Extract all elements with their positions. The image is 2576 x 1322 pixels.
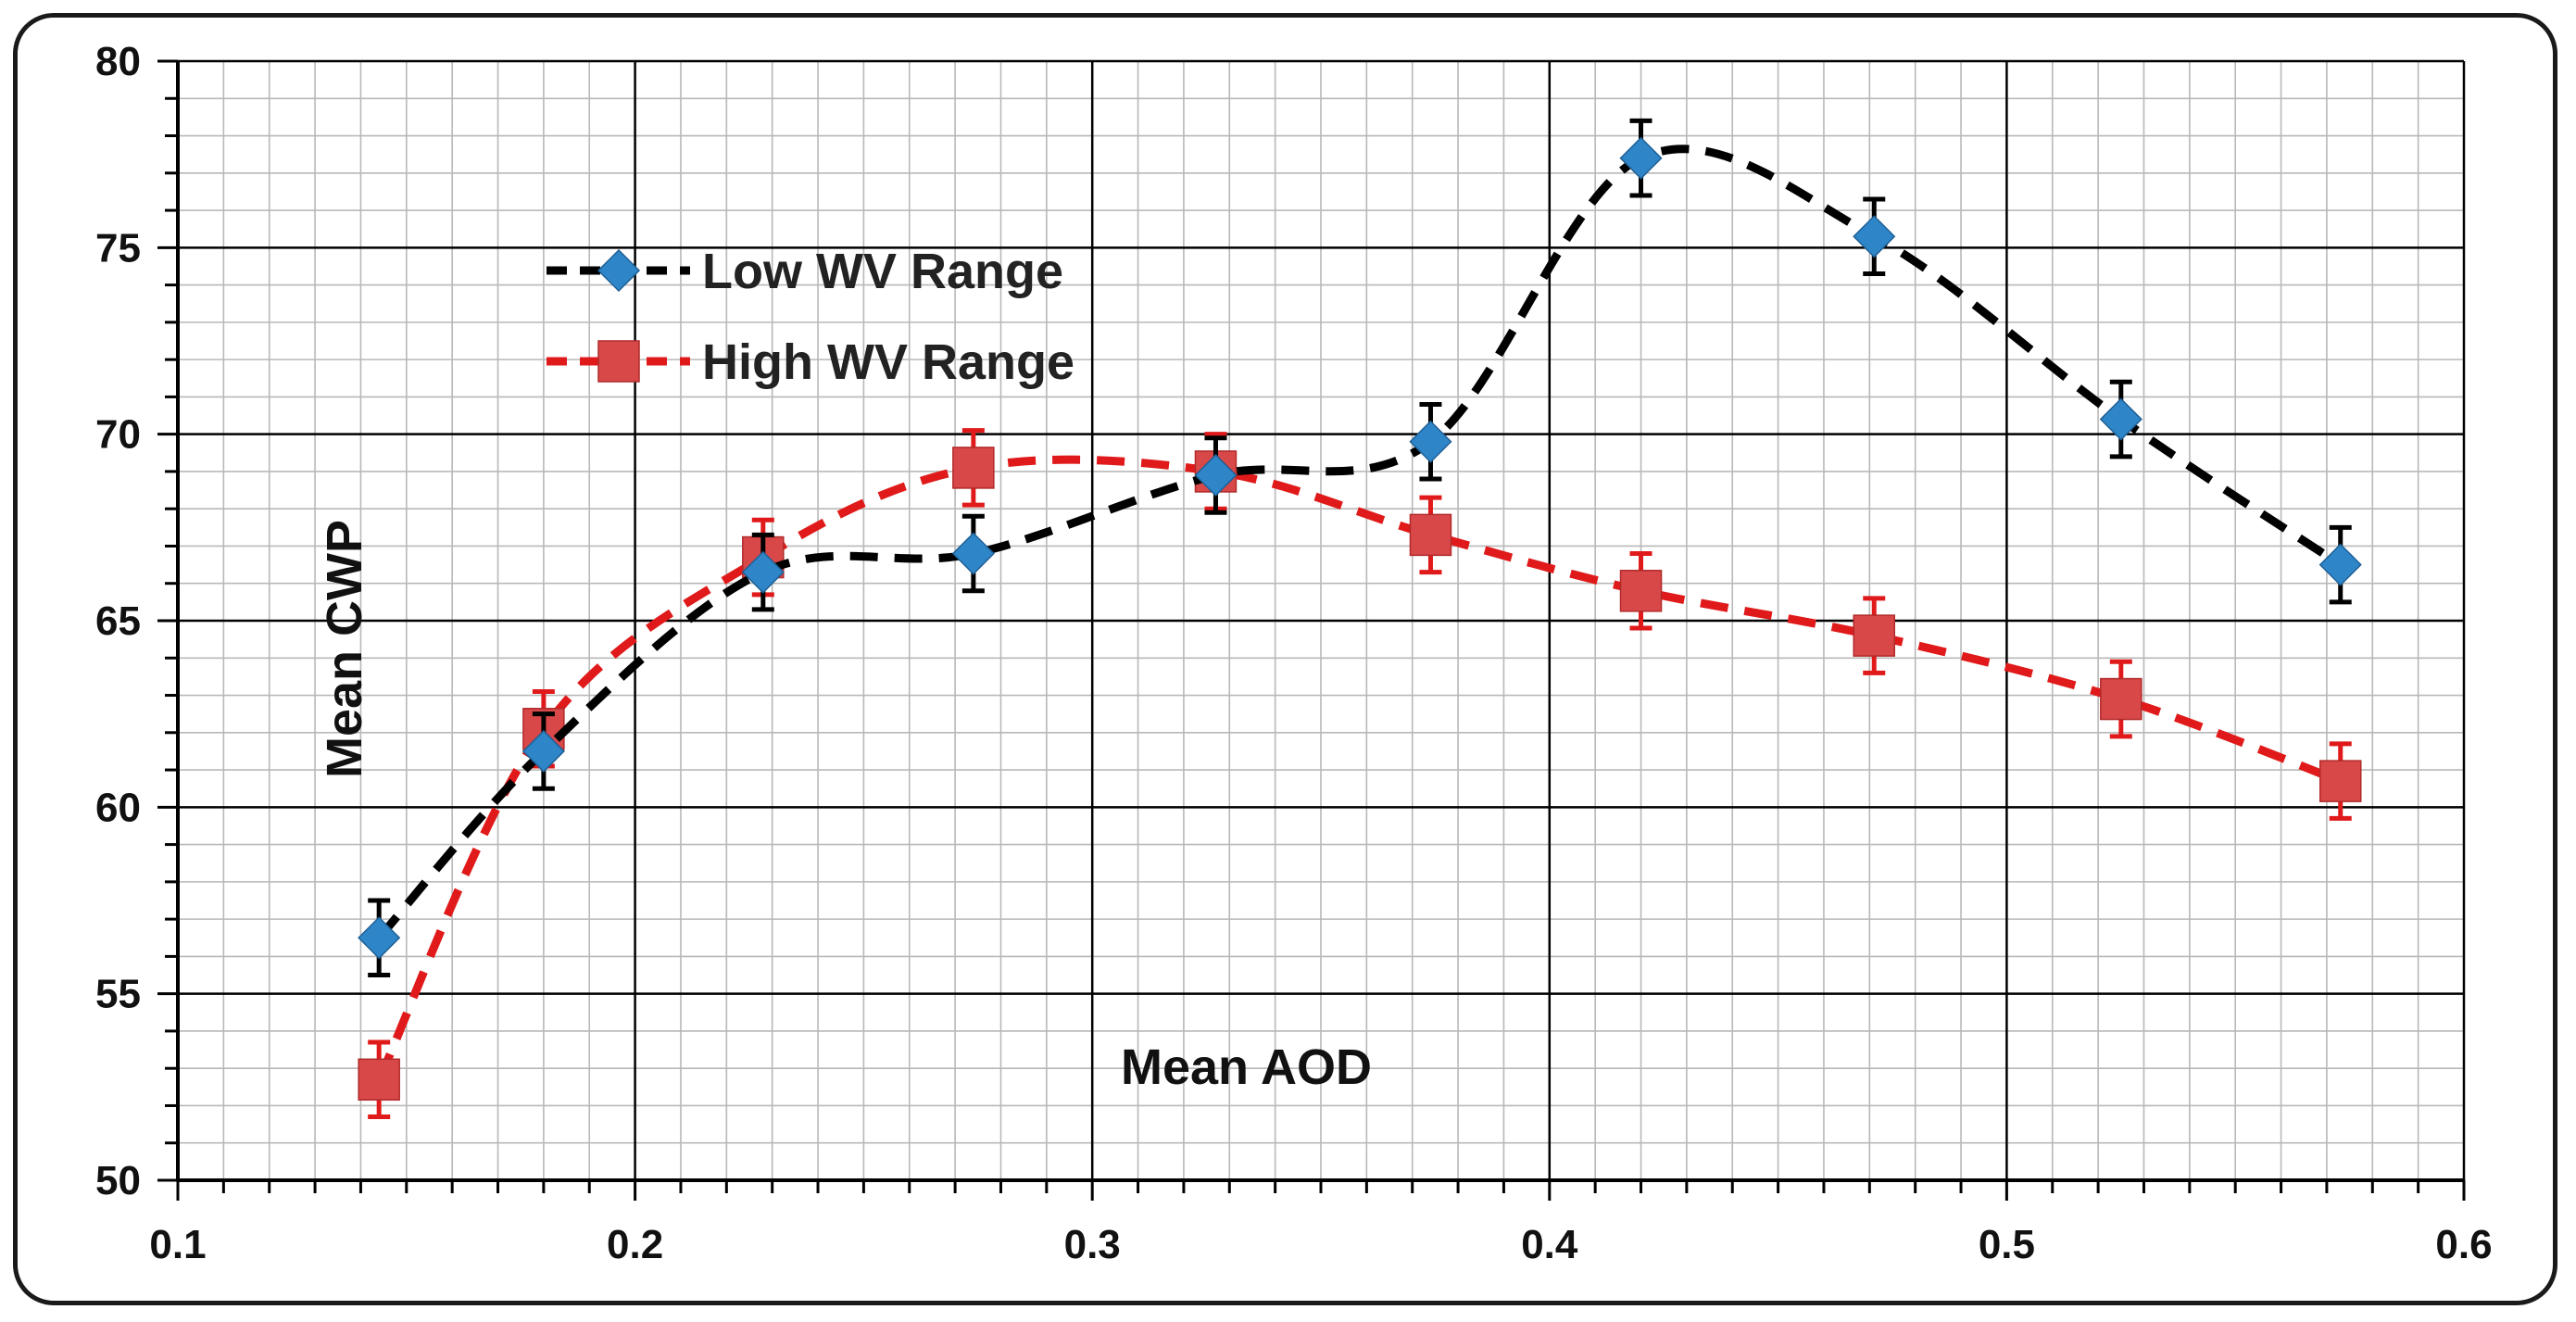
series-high-wv-range [358, 428, 2362, 1120]
data-point [951, 532, 995, 575]
major-grid [176, 59, 2466, 1182]
legend: Low WV Range High WV Range [547, 244, 1074, 390]
series-low-wv-range [358, 118, 2362, 978]
data-point [2099, 397, 2142, 441]
x-tick-label: 0.4 [1521, 1222, 1578, 1267]
data-point [2100, 677, 2142, 721]
x-tick-label: 0.5 [1979, 1222, 2035, 1267]
legend-marker-square [597, 340, 640, 383]
data-point [358, 916, 401, 960]
data-point [952, 447, 995, 489]
y-tick-label: 80 [95, 39, 141, 84]
data-point [1853, 215, 1896, 258]
series-line [375, 455, 2343, 1082]
x-tick-label: 0.1 [149, 1222, 206, 1267]
y-tick-label: 60 [95, 785, 141, 830]
chart-frame [13, 13, 2557, 1305]
data-point [1409, 513, 1452, 557]
data-point [1853, 614, 1896, 657]
series-layer [358, 118, 2362, 1120]
data-point [1619, 570, 1663, 612]
data-point [1619, 136, 1663, 180]
data-point [2318, 543, 2362, 586]
axes [157, 59, 2466, 1201]
x-tick-label: 0.2 [607, 1222, 663, 1267]
y-tick-label: 75 [95, 225, 141, 271]
legend-label-low-wv: Low WV Range [702, 244, 1063, 299]
x-axis-title: Mean AOD [1121, 1039, 1372, 1095]
data-point [1194, 453, 1238, 497]
y-tick-label: 50 [95, 1158, 141, 1203]
data-point [521, 729, 565, 773]
y-tick-label: 70 [95, 412, 141, 458]
data-point [2318, 760, 2362, 802]
legend-item-high-wv: High WV Range [547, 334, 1074, 390]
x-tick-label: 0.6 [2435, 1222, 2492, 1267]
y-tick-label: 55 [95, 972, 141, 1017]
y-axis-title: Mean CWP [317, 520, 372, 778]
series-line [375, 145, 2344, 941]
legend-item-low-wv: Low WV Range [547, 244, 1063, 299]
y-tick-label: 65 [95, 598, 141, 644]
tick-labels: 0.1 0.2 0.3 0.4 0.5 0.6 50 55 60 65 70 75 80 [95, 39, 2493, 1267]
data-point [741, 550, 785, 594]
data-point [1409, 420, 1452, 463]
data-point [358, 1058, 400, 1102]
legend-label-high-wv: High WV Range [702, 334, 1074, 390]
x-tick-label: 0.3 [1064, 1222, 1121, 1267]
legend-marker-diamond [597, 248, 641, 293]
